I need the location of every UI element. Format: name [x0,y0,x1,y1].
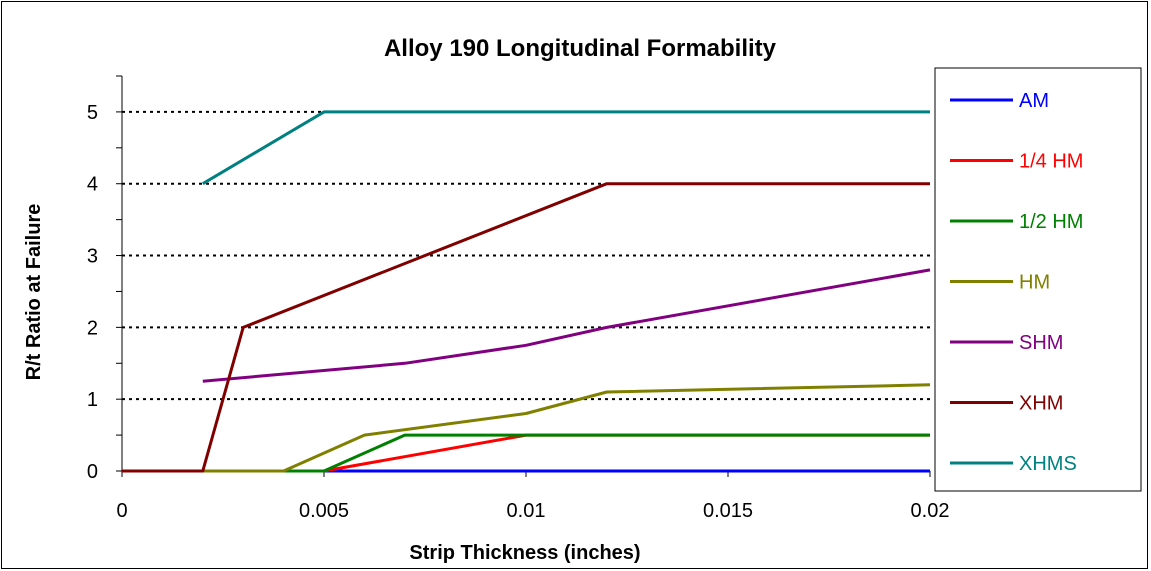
legend-label-xhms: XHMS [1019,453,1077,475]
series-line-1-2-hm [122,433,930,473]
series-line-hm [122,383,931,473]
series-line-xhms [202,110,930,185]
gridlines [122,110,930,401]
y-tick-label: 1 [87,389,98,411]
chart-title: Alloy 190 Longitudinal Formability [384,35,777,62]
x-tick-label: 0.015 [703,500,753,522]
y-tick-label: 2 [87,317,98,339]
legend-label-shm: SHM [1019,332,1063,354]
legend-label-am: AM [1019,90,1049,112]
x-axis-title: Strip Thickness (inches) [409,542,640,564]
y-tick-label: 3 [87,246,98,268]
series-line-xhm [122,182,930,473]
legend-box [934,67,1142,492]
y-tick-label: 0 [87,461,98,483]
y-tick-label: 5 [87,102,98,124]
x-tick-label: 0.02 [911,500,950,522]
x-tick-label: 0.01 [507,500,546,522]
legend-label-1-4-hm: 1/4 HM [1019,151,1083,173]
legend-label-xhm: XHM [1019,393,1063,415]
x-tick-label: 0.005 [299,500,349,522]
series-line-shm [202,268,931,383]
y-axis-title: R/t Ratio at Failure [23,204,45,381]
series-line-1-4-hm [122,433,930,473]
x-axis-ticks: 0 0.005 0.01 0.015 0.02 [116,471,949,522]
legend-label-1-2-hm: 1/2 HM [1019,211,1083,233]
series-lines [122,110,931,473]
y-axis-ticks: 0 1 2 3 4 5 [87,75,122,483]
axes [121,76,930,472]
legend-label-hm: HM [1019,272,1050,294]
x-tick-label: 0 [116,500,127,522]
legend: AM 1/4 HM 1/2 HM HM SHM XHM XHMS [934,67,1142,492]
y-tick-label: 4 [87,174,98,196]
